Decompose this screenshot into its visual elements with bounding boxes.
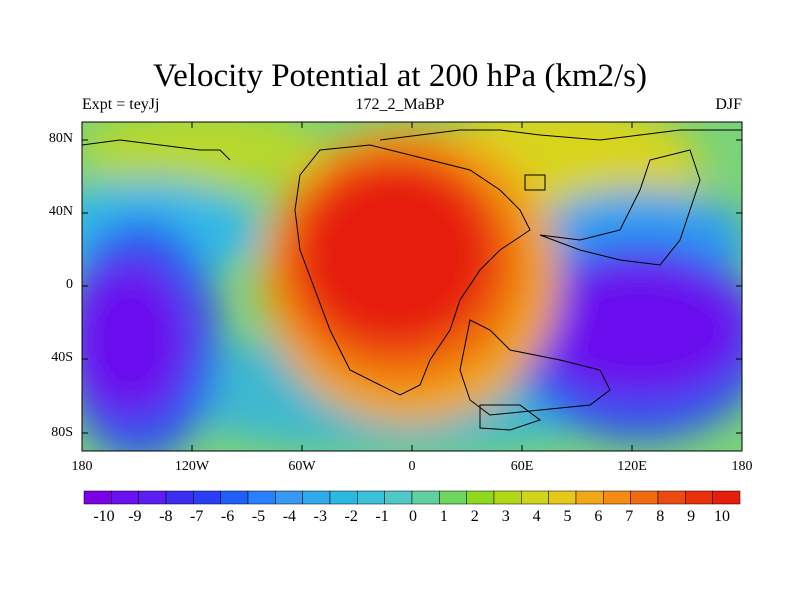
colorbar-swatch xyxy=(603,490,631,505)
x-tick-180e: 180 xyxy=(731,459,753,474)
x-tick-60e: 60E xyxy=(510,459,534,474)
colorbar-swatch xyxy=(220,490,249,505)
colorbar-swatch xyxy=(329,490,358,505)
colorbar-swatch xyxy=(712,490,741,505)
colorbar-swatch xyxy=(384,490,413,505)
colorbar-swatch xyxy=(302,490,331,505)
chart-title: Velocity Potential at 200 hPa (km2/s) xyxy=(152,58,648,94)
colorbar-label: -5 xyxy=(251,508,266,525)
colorbar-swatch xyxy=(630,490,659,505)
colorbar-label: 4 xyxy=(532,508,541,525)
x-tick-0: 0 xyxy=(408,459,416,474)
colorbar-swatch xyxy=(575,490,604,505)
colorbar-label: 8 xyxy=(656,508,665,525)
colorbar-swatch xyxy=(411,490,440,505)
colorbar-label: 2 xyxy=(470,508,479,525)
colorbar-label: -6 xyxy=(220,508,235,525)
colorbar-label: 10 xyxy=(714,508,730,525)
colorbar-swatch xyxy=(165,490,194,505)
colorbar-swatch xyxy=(247,490,276,505)
x-tick-120e: 120E xyxy=(617,459,647,474)
y-tick-80s: 80S xyxy=(51,425,73,440)
colorbar-label: 5 xyxy=(563,508,572,525)
colorbar xyxy=(83,490,741,505)
colorbar-swatch xyxy=(111,490,139,505)
axis-ticks xyxy=(81,122,743,451)
colorbar-label: -8 xyxy=(159,508,173,525)
y-tick-40n: 40N xyxy=(48,204,73,219)
colorbar-label: -1 xyxy=(375,508,389,525)
colorbar-swatch xyxy=(83,490,112,505)
colorbar-label: 1 xyxy=(439,508,448,525)
x-tick-180w: 180 xyxy=(71,459,93,474)
colorbar-swatch xyxy=(466,490,495,505)
run-label: 172_2_MaBP xyxy=(355,96,445,113)
colorbar-label: -2 xyxy=(344,508,358,525)
colorbar-label: 6 xyxy=(594,508,603,525)
colorbar-swatch xyxy=(548,490,577,505)
y-tick-0: 0 xyxy=(66,277,73,292)
x-tick-60w: 60W xyxy=(288,459,316,474)
colorbar-label: -3 xyxy=(313,508,327,525)
colorbar-swatch xyxy=(275,490,303,505)
colorbar-swatch xyxy=(685,490,713,505)
colorbar-swatch xyxy=(657,490,686,505)
colorbar-label: -10 xyxy=(93,508,115,525)
coastline-outline xyxy=(82,129,742,431)
colorbar-label: -4 xyxy=(282,508,297,525)
colorbar-swatch xyxy=(521,490,549,505)
colorbar-swatch xyxy=(439,490,467,505)
x-tick-120w: 120W xyxy=(174,459,210,474)
colorbar-swatch xyxy=(357,490,385,505)
colorbar-label: 7 xyxy=(625,508,634,525)
season-label: DJF xyxy=(715,96,742,113)
colorbar-swatch xyxy=(138,490,167,505)
colorbar-label: 3 xyxy=(501,508,510,525)
colorbar-label: 9 xyxy=(687,508,696,525)
colorbar-swatch xyxy=(493,490,522,505)
colorbar-label: -7 xyxy=(190,508,204,525)
colorbar-label: -9 xyxy=(128,508,142,525)
y-tick-40s: 40S xyxy=(51,350,73,365)
colorbar-swatch xyxy=(193,490,221,505)
colorbar-label: 0 xyxy=(409,508,417,525)
experiment-label: Expt = teyJj xyxy=(82,96,160,113)
y-tick-80n: 80N xyxy=(48,131,73,146)
